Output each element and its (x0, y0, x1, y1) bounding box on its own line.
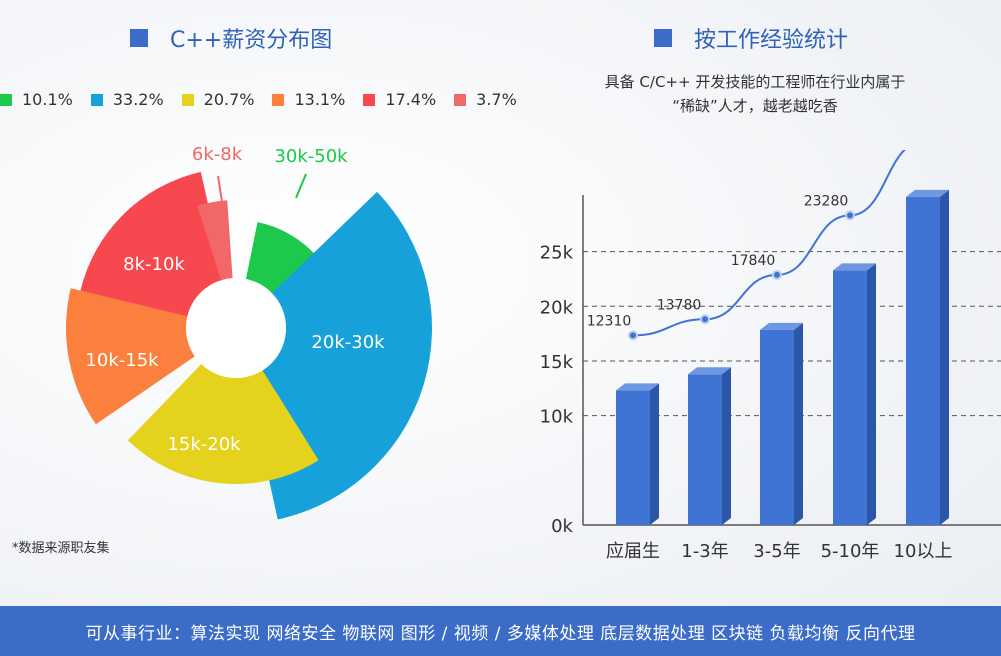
trend-point (700, 314, 710, 325)
pie-chart: 30k-50k 20k-30k 15k-20k 10k-15k 8k-10k 6k-8k (66, 144, 432, 520)
bar-chart: 0k 10k 15k 20k 25k 应届生 1-3年 3-5年 5-10年 10以上 12310 1… (540, 150, 1001, 562)
bar-top (833, 263, 876, 271)
legend-swatch (181, 93, 194, 106)
slice-label: 15k-20k (167, 434, 241, 455)
bar-side (650, 383, 659, 525)
slice-label: 8k-10k (123, 254, 185, 275)
legend-label: 17.4% (385, 90, 437, 109)
bar (833, 270, 867, 525)
legend-swatch (0, 93, 12, 106)
pie-chart-title-text: C++薪资分布图 (170, 28, 333, 53)
bar-chart-title-text: 按工作经验统计 (694, 28, 849, 53)
pie-slice (66, 288, 195, 425)
x-tick-label: 5-10年 (821, 541, 880, 562)
trend-point (628, 330, 638, 341)
slice-label: 20k-30k (311, 332, 385, 353)
legend-swatch (363, 93, 376, 106)
legend-label: 20.7% (203, 90, 255, 109)
bar-side (794, 322, 803, 525)
legend-item: 3.7% (454, 90, 517, 109)
legend-item: 33.2% (90, 90, 164, 109)
bar-side (940, 189, 949, 525)
pie-legend: 10.1% 33.2% 20.7% 13.1% 17.4% 3.7% (0, 90, 535, 109)
bar (906, 196, 940, 525)
pie-slice (80, 171, 225, 317)
legend-swatch (272, 93, 285, 106)
x-tick-label: 3-5年 (753, 541, 800, 562)
legend-item: 10.1% (0, 90, 73, 109)
trend-point-label: 13780 (657, 297, 702, 313)
y-tick-label: 25k (540, 243, 574, 264)
bar (688, 374, 722, 525)
slice-label-leader (295, 173, 307, 199)
legend-label: 10.1% (22, 90, 73, 109)
bar-side (722, 367, 731, 525)
bar-top (616, 383, 659, 391)
legend-label: 13.1% (294, 90, 346, 109)
trend-point-label: 12310 (587, 313, 632, 329)
trend-point (772, 269, 782, 280)
slice-label: 6k-8k (192, 144, 243, 165)
legend-label: 33.2% (112, 90, 164, 109)
trend-point-label: 17840 (731, 253, 776, 269)
y-tick-label: 15k (540, 352, 574, 373)
bar-chart-title: 按工作经验统计 (654, 22, 848, 54)
x-tick-label: 10以上 (894, 541, 953, 562)
y-tick-label: 0k (551, 516, 573, 537)
legend-swatch (454, 93, 467, 106)
trend-point (845, 210, 855, 221)
pie-slice (245, 222, 317, 295)
slice-label-leader (217, 175, 223, 203)
bar-chart-subtitle: 具备 C/C++ 开发技能的工程师在行业内属于 “稀缺”人才，越老越吃香 (560, 70, 950, 118)
x-tick-label: 1-3年 (681, 541, 728, 562)
bar-top (760, 322, 803, 330)
legend-item: 13.1% (272, 90, 345, 109)
pie-chart-title: C++薪资分布图 (130, 22, 332, 54)
title-square-icon (654, 29, 672, 47)
footer-text: 可从事行业：算法实现 网络安全 物联网 图形 / 视频 / 多媒体处理 底层数据… (85, 623, 916, 644)
pie-slice (127, 364, 319, 484)
bar-top (688, 367, 731, 375)
bar-side (867, 263, 876, 525)
pie-center-hole (186, 278, 286, 378)
y-tick-label: 20k (540, 297, 574, 318)
trend-point-label: 23280 (804, 193, 849, 209)
bar-top (906, 189, 949, 197)
legend-swatch (90, 93, 103, 106)
x-tick-label: 应届生 (606, 541, 660, 562)
pie-slice (197, 200, 233, 281)
subtitle-line-2: “稀缺”人才，越老越吃香 (672, 97, 838, 115)
legend-label: 3.7% (476, 90, 517, 109)
subtitle-line-1: 具备 C/C++ 开发技能的工程师在行业内属于 (604, 73, 906, 91)
footer-banner: 可从事行业：算法实现 网络安全 物联网 图形 / 视频 / 多媒体处理 底层数据… (0, 606, 1001, 656)
bar (616, 390, 650, 525)
bar (760, 329, 794, 525)
title-square-icon (130, 29, 148, 47)
trend-line (632, 150, 907, 337)
slice-label: 10k-15k (85, 350, 159, 371)
slice-label: 30k-50k (274, 146, 348, 167)
y-tick-label: 10k (540, 407, 574, 428)
source-note: *数据来源职友集 (12, 541, 110, 556)
legend-item: 20.7% (181, 90, 255, 109)
legend-item: 17.4% (363, 90, 436, 109)
